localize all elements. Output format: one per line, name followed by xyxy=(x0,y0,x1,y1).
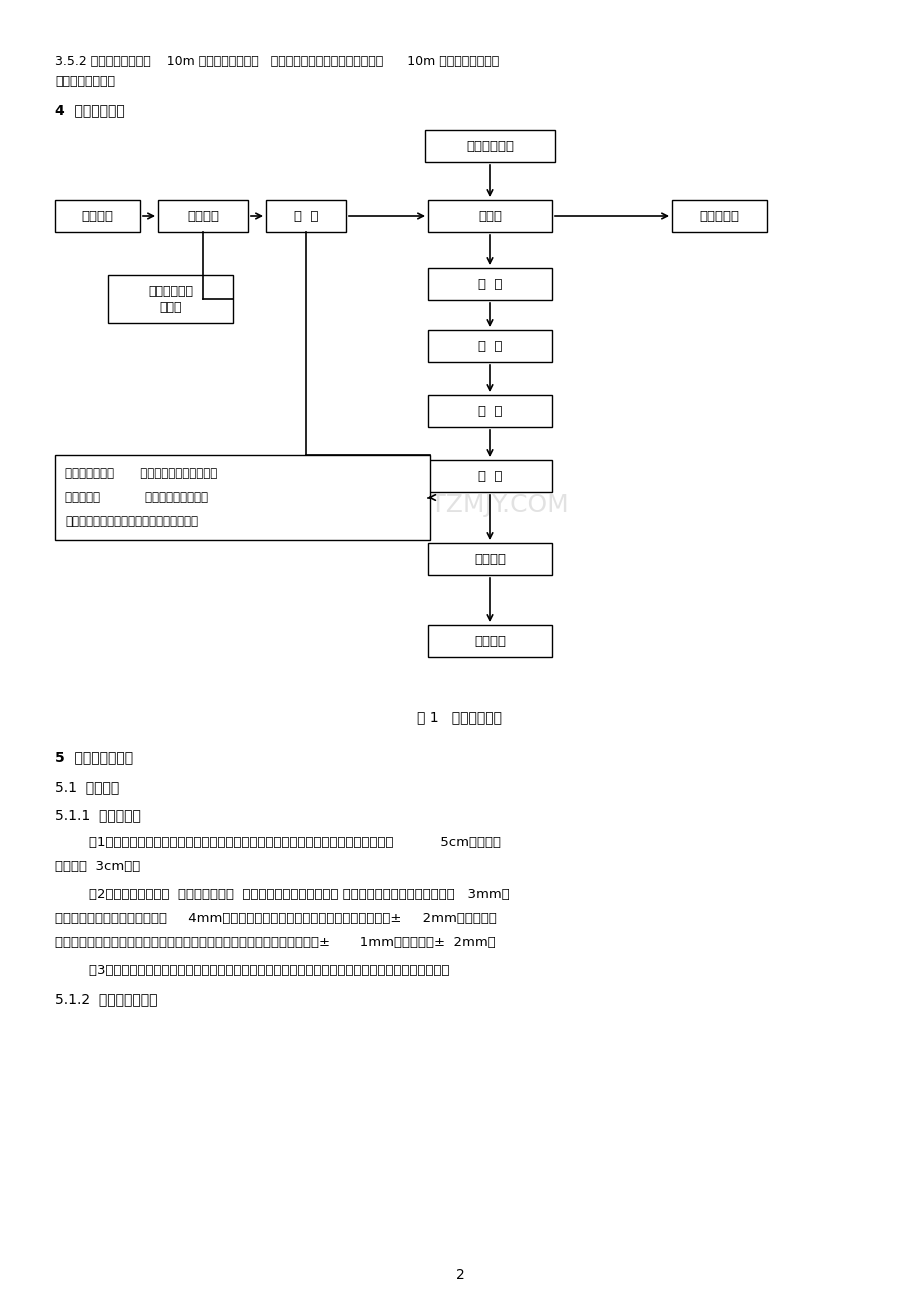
Text: （1）模板宜采用钢模板。弯道等非标准部位以及小型工程可采用木模板，其厚度宜为           5cm（曲线处: （1）模板宜采用钢模板。弯道等非标准部位以及小型工程可采用木模板，其厚度宜为 5… xyxy=(55,837,501,850)
Text: （3）模板周转使用前，应对前次拆下的模板进行检验，如有变形损杯，应修至达到要求后才能使用。: （3）模板周转使用前，应对前次拆下的模板进行检验，如有变形损杯，应修至达到要求后… xyxy=(55,964,449,977)
Text: 2: 2 xyxy=(455,1268,464,1282)
FancyBboxPatch shape xyxy=(427,625,551,657)
Text: 施工放样: 施工放样 xyxy=(187,210,219,223)
Text: 装铺砼: 装铺砼 xyxy=(478,210,502,223)
Text: 砼伴和及运输: 砼伴和及运输 xyxy=(466,139,514,152)
Text: 切缝灌缝: 切缝灌缝 xyxy=(473,552,505,566)
FancyBboxPatch shape xyxy=(427,268,551,300)
FancyBboxPatch shape xyxy=(427,543,551,575)
FancyBboxPatch shape xyxy=(158,199,248,232)
Text: 振  捣: 振 捣 xyxy=(477,278,502,291)
FancyBboxPatch shape xyxy=(427,330,551,362)
Text: 支  模: 支 模 xyxy=(293,210,318,223)
Text: 检查井井底安装       收水井井座、雨水蓖安装: 检查井井底安装 收水井井座、雨水蓖安装 xyxy=(65,466,217,480)
FancyBboxPatch shape xyxy=(427,199,551,232)
Text: 质量检验: 质量检验 xyxy=(473,635,505,648)
Text: 3.5.2 在基层上直线段每    10m 恢复道路中心线，   并在纵向板块两面三刀侧或一侧每      10m 按里程测设路面标: 3.5.2 在基层上直线段每 10m 恢复道路中心线， 并在纵向板块两面三刀侧或… xyxy=(55,55,499,68)
Text: 养  护: 养 护 xyxy=(477,469,502,482)
Text: 施工准备: 施工准备 xyxy=(82,210,113,223)
Text: 5.1.1  模板的选用: 5.1.1 模板的选用 xyxy=(55,808,141,822)
Text: 5.1  模板工程: 5.1 模板工程 xyxy=(55,780,119,794)
Text: 5.1.2  立模施工要点：: 5.1.2 立模施工要点： xyxy=(55,992,157,1006)
FancyBboxPatch shape xyxy=(55,455,429,539)
Text: 雨水口周围胀缝板安装雨水口周围钢筋绑扎: 雨水口周围胀缝板安装雨水口周围钢筋绑扎 xyxy=(65,515,198,528)
Text: （2）模板应无缺损，  有足够的刚度，  内侧和顶、底面均应光洁、 平整、顺直，局部变形不得大于   3mm。: （2）模板应无缺损， 有足够的刚度， 内侧和顶、底面均应光洁、 平整、顺直，局部… xyxy=(55,889,509,900)
Text: 可减薄至  3cm）。: 可减薄至 3cm）。 xyxy=(55,860,140,873)
Text: 4  施工工序流程: 4 施工工序流程 xyxy=(55,103,125,117)
Text: 高，供支模使用。: 高，供支模使用。 xyxy=(55,76,115,89)
FancyBboxPatch shape xyxy=(427,395,551,427)
Text: 安装张缝板            安装拉杆安装传力杆: 安装张缝板 安装拉杆安装传力杆 xyxy=(65,491,208,504)
FancyBboxPatch shape xyxy=(108,275,233,323)
Text: 板加固: 板加固 xyxy=(159,301,182,314)
FancyBboxPatch shape xyxy=(425,130,554,162)
Text: 拌和物取样: 拌和物取样 xyxy=(698,210,739,223)
Text: WWW.TZMJY.COM: WWW.TZMJY.COM xyxy=(351,493,568,517)
FancyBboxPatch shape xyxy=(427,460,551,493)
Text: 找  平: 找 平 xyxy=(477,340,502,353)
FancyBboxPatch shape xyxy=(266,199,346,232)
FancyBboxPatch shape xyxy=(671,199,766,232)
Text: 5  水泥砼路面施工: 5 水泥砼路面施工 xyxy=(55,751,133,764)
Text: 平缝的拉杆空孔眼位应准确，企口缝则其企口舌或凹槽的长度误差钢模板为±       1mm，木模板为±  2mm。: 平缝的拉杆空孔眼位应准确，企口缝则其企口舌或凹槽的长度误差钢模板为± 1mm，木… xyxy=(55,936,495,949)
Text: 做  面: 做 面 xyxy=(477,404,502,417)
Text: 图 1   施工工序流程: 图 1 施工工序流程 xyxy=(417,710,502,724)
Text: 振捣时模板横向最大挠曲应小于     4mm，高度应与混凝土路面板厚度一致，误差不超过±     2mm。纵缝模板: 振捣时模板横向最大挠曲应小于 4mm，高度应与混凝土路面板厚度一致，误差不超过±… xyxy=(55,912,496,925)
FancyBboxPatch shape xyxy=(55,199,140,232)
Text: 检查井周边砼: 检查井周边砼 xyxy=(148,285,193,298)
